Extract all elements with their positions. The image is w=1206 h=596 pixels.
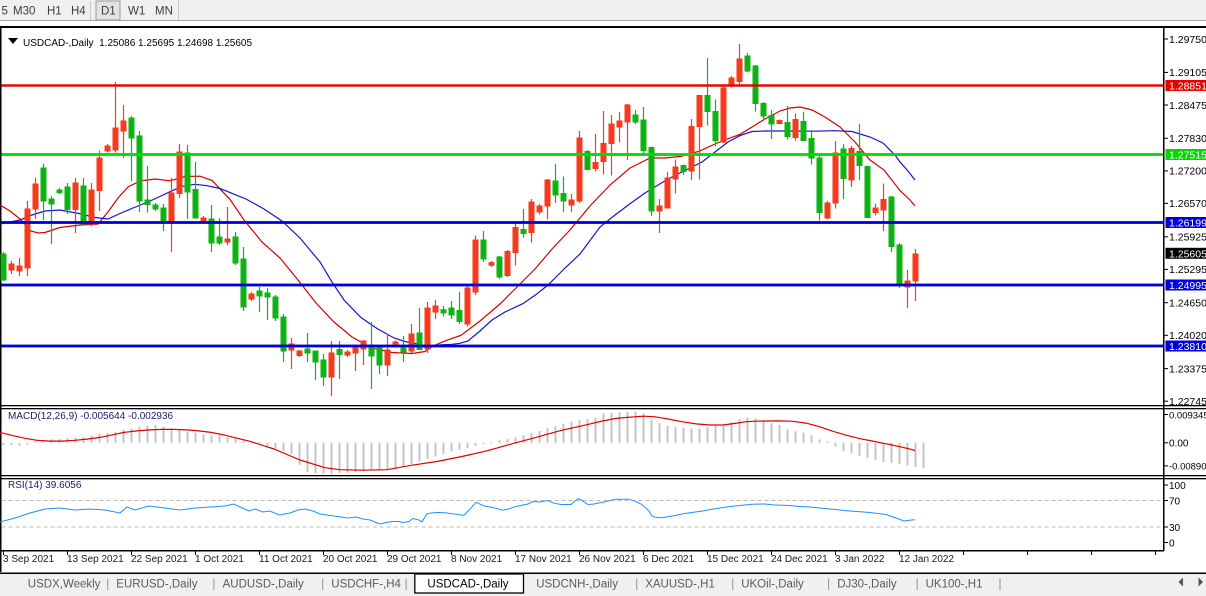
svg-text:17 Nov 2021: 17 Nov 2021 — [515, 554, 572, 565]
svg-text:|: | — [212, 579, 215, 591]
svg-text:1.23810: 1.23810 — [1169, 341, 1206, 353]
svg-text:USDCAD-,Daily: USDCAD-,Daily — [427, 579, 508, 591]
svg-text:1.26570: 1.26570 — [1169, 198, 1206, 210]
svg-text:0.00: 0.00 — [1169, 439, 1189, 450]
svg-text:100: 100 — [1169, 481, 1186, 492]
svg-text:DJ30-,Daily: DJ30-,Daily — [837, 579, 897, 591]
svg-text:1.28475: 1.28475 — [1169, 100, 1206, 112]
svg-text:13 Sep 2021: 13 Sep 2021 — [67, 554, 124, 565]
svg-text:|: | — [916, 579, 919, 591]
svg-text:|: | — [405, 579, 408, 591]
svg-text:3 Jan 2022: 3 Jan 2022 — [835, 554, 885, 565]
svg-text:1.23375: 1.23375 — [1169, 363, 1206, 375]
svg-text:1.24995: 1.24995 — [1169, 280, 1206, 292]
svg-text:UK100-,H1: UK100-,H1 — [926, 579, 983, 591]
svg-text:26 Nov 2021: 26 Nov 2021 — [579, 554, 636, 565]
svg-text:MACD(12,26,9) -0.005644 -0.002: MACD(12,26,9) -0.005644 -0.002936 — [8, 411, 174, 422]
svg-text:12 Jan 2022: 12 Jan 2022 — [899, 554, 954, 565]
svg-text:15 Dec 2021: 15 Dec 2021 — [707, 554, 764, 565]
svg-text:|: | — [999, 579, 1002, 591]
svg-text:1.27200: 1.27200 — [1169, 166, 1206, 178]
svg-text:-0.008903: -0.008903 — [1169, 462, 1206, 473]
svg-text:1.27830: 1.27830 — [1169, 133, 1206, 145]
svg-text:0: 0 — [1169, 538, 1175, 549]
svg-text:|: | — [731, 579, 734, 591]
svg-text:22 Sep 2021: 22 Sep 2021 — [131, 554, 188, 565]
svg-text:1.24650: 1.24650 — [1169, 298, 1206, 310]
svg-text:EURUSD-,Daily: EURUSD-,Daily — [116, 579, 197, 591]
svg-text:|: | — [106, 579, 109, 591]
svg-text:M30: M30 — [13, 6, 35, 18]
svg-text:RSI(14) 39.6056: RSI(14) 39.6056 — [8, 480, 82, 491]
svg-text:24 Dec 2021: 24 Dec 2021 — [771, 554, 828, 565]
svg-text:H4: H4 — [71, 6, 86, 18]
svg-text:XAUUSD-,H1: XAUUSD-,H1 — [645, 579, 715, 591]
svg-text:AUDUSD-,Daily: AUDUSD-,Daily — [223, 579, 304, 591]
svg-text:W1: W1 — [128, 6, 145, 18]
svg-text:3 Sep 2021: 3 Sep 2021 — [3, 554, 55, 565]
svg-text:1.28851: 1.28851 — [1169, 81, 1206, 93]
svg-text:1 Oct 2021: 1 Oct 2021 — [195, 554, 244, 565]
svg-text:1.25925: 1.25925 — [1169, 232, 1206, 244]
svg-text:|: | — [635, 579, 638, 591]
svg-text:USDX,Weekly: USDX,Weekly — [28, 579, 101, 591]
svg-text:8 Nov 2021: 8 Nov 2021 — [451, 554, 503, 565]
svg-text:|: | — [827, 579, 830, 591]
svg-text:1.25605: 1.25605 — [1169, 248, 1206, 260]
svg-text:H1: H1 — [47, 6, 62, 18]
svg-text:USDCNH-,Daily: USDCNH-,Daily — [536, 579, 618, 591]
svg-text:|: | — [321, 579, 324, 591]
svg-text:30: 30 — [1169, 523, 1181, 534]
svg-text:6 Dec 2021: 6 Dec 2021 — [643, 554, 695, 565]
svg-text:1.29105: 1.29105 — [1169, 67, 1206, 79]
svg-text:UKOil-,Daily: UKOil-,Daily — [741, 579, 804, 591]
svg-text:11 Oct 2021: 11 Oct 2021 — [259, 554, 313, 565]
svg-text:1.29750: 1.29750 — [1169, 34, 1206, 46]
svg-text:MN: MN — [155, 6, 173, 18]
svg-text:20 Oct 2021: 20 Oct 2021 — [323, 554, 378, 565]
svg-text:USDCHF-,H4: USDCHF-,H4 — [331, 579, 401, 591]
svg-text:1.26199: 1.26199 — [1169, 218, 1206, 230]
svg-text:1.24020: 1.24020 — [1169, 330, 1206, 342]
svg-text:29 Oct 2021: 29 Oct 2021 — [387, 554, 442, 565]
svg-text:1.22745: 1.22745 — [1169, 396, 1206, 408]
svg-text:1.25295: 1.25295 — [1169, 264, 1206, 276]
svg-text:0.009345: 0.009345 — [1169, 410, 1206, 421]
svg-text:1.27515: 1.27515 — [1169, 150, 1206, 162]
svg-text:USDCAD-,Daily 1.25086 1.25695: USDCAD-,Daily 1.25086 1.25695 1.24698 1.… — [23, 38, 252, 49]
svg-text:5: 5 — [2, 6, 8, 18]
svg-text:D1: D1 — [101, 6, 116, 18]
svg-text:70: 70 — [1169, 496, 1181, 507]
